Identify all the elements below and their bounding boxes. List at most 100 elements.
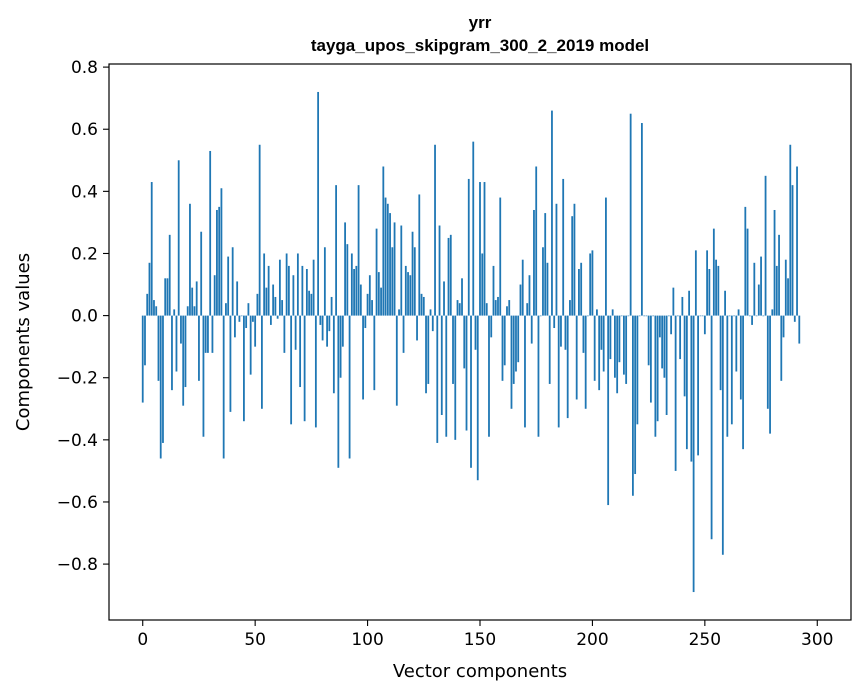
bar	[694, 250, 697, 316]
bar	[728, 315, 731, 317]
y-tick-label: 0.2	[71, 244, 98, 264]
bar	[620, 315, 623, 317]
bar	[512, 315, 515, 384]
bar	[573, 203, 576, 316]
bar	[362, 315, 364, 400]
bar	[474, 315, 477, 350]
bar	[384, 197, 387, 316]
bar	[355, 265, 358, 316]
bar	[422, 296, 425, 316]
bar	[712, 228, 715, 316]
bar	[339, 315, 342, 378]
bar	[240, 315, 243, 317]
bar	[375, 228, 378, 316]
bar	[305, 269, 308, 316]
bar	[472, 141, 475, 316]
bar	[440, 315, 443, 415]
bar	[285, 253, 288, 316]
bar	[555, 203, 558, 316]
bar	[730, 315, 733, 425]
bar	[654, 315, 657, 437]
bar	[380, 287, 382, 316]
bar	[757, 284, 760, 316]
bar	[144, 315, 146, 366]
bar	[269, 315, 272, 325]
bar	[782, 315, 785, 338]
x-axis-label: Vector components	[393, 661, 567, 682]
bar	[510, 315, 513, 409]
bar	[252, 315, 254, 322]
bar	[726, 315, 729, 437]
bar	[323, 247, 326, 316]
bar	[616, 315, 619, 394]
bar	[492, 265, 495, 316]
bar	[256, 293, 259, 316]
bar	[744, 206, 747, 316]
bar	[499, 197, 502, 316]
bar	[676, 315, 679, 317]
bar	[742, 315, 744, 450]
bar	[771, 309, 774, 316]
x-axis-ticks: 0 50 100 150 200 250 300	[137, 620, 833, 650]
bar	[488, 315, 490, 437]
bar	[454, 315, 457, 440]
bar	[312, 259, 315, 316]
bar	[261, 315, 263, 409]
bar	[733, 315, 735, 317]
bar	[614, 315, 616, 378]
bar	[418, 194, 421, 316]
bar	[658, 315, 661, 338]
bar	[703, 315, 706, 335]
bar	[551, 110, 553, 316]
bar	[371, 300, 373, 316]
bar	[148, 262, 151, 316]
bar	[600, 315, 603, 350]
bar	[670, 315, 673, 335]
bar	[265, 287, 268, 316]
bar	[591, 250, 594, 316]
y-tick-label: 0.4	[71, 182, 98, 202]
bar	[697, 315, 699, 456]
bar	[640, 123, 643, 316]
bar	[204, 315, 207, 353]
bar	[290, 315, 293, 425]
bar	[679, 315, 682, 360]
y-tick-label: 0.6	[71, 120, 98, 140]
bar	[431, 315, 434, 332]
y-tick-label: −0.2	[57, 369, 98, 389]
x-tick-label: 250	[689, 630, 721, 650]
bar	[526, 303, 529, 316]
bar	[791, 185, 794, 316]
bar	[195, 281, 198, 316]
bar	[456, 300, 459, 316]
bar	[177, 160, 180, 316]
bar	[292, 275, 295, 316]
bar	[175, 315, 178, 372]
bar	[353, 269, 355, 316]
bar	[341, 315, 344, 347]
bar	[373, 315, 376, 391]
bar	[715, 259, 717, 316]
bar	[299, 315, 302, 388]
bar	[521, 259, 524, 316]
bar	[227, 256, 230, 316]
bar	[395, 315, 398, 406]
bar	[497, 296, 499, 316]
bar	[537, 315, 540, 437]
bar	[314, 315, 317, 428]
bar	[634, 315, 637, 475]
bar	[321, 315, 324, 341]
bar	[598, 315, 601, 391]
bar	[141, 315, 144, 403]
bar	[155, 306, 158, 316]
bar	[793, 315, 796, 322]
bar	[400, 225, 403, 316]
bar	[764, 175, 767, 316]
bar	[656, 315, 659, 422]
bar	[627, 315, 630, 317]
bar	[438, 225, 441, 316]
bar	[562, 178, 565, 316]
bar	[427, 315, 430, 384]
bar	[407, 272, 409, 316]
bar	[784, 259, 787, 316]
